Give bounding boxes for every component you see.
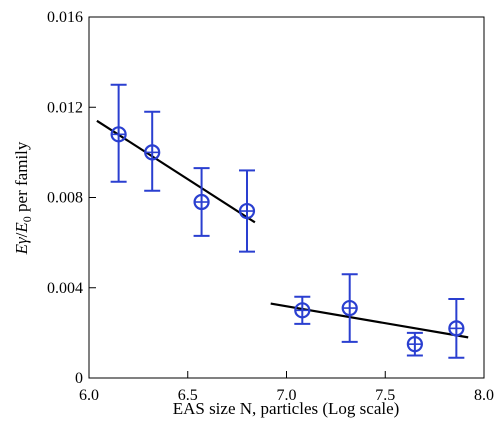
data-point bbox=[406, 331, 423, 357]
data-point bbox=[144, 110, 161, 192]
x-tick-label: 6.5 bbox=[178, 387, 198, 404]
x-tick-label: 6.0 bbox=[79, 387, 99, 404]
x-tick-label: 7.0 bbox=[277, 387, 297, 404]
y-tick-label: 0 bbox=[75, 370, 83, 387]
x-axis: 6.0 6.5 7.0 7.5 8.0 bbox=[79, 371, 494, 404]
data-point bbox=[193, 167, 210, 237]
y-tick-label: 0.016 bbox=[47, 9, 83, 26]
data-point bbox=[238, 169, 256, 253]
fit-line bbox=[96, 119, 256, 224]
data-point bbox=[294, 295, 311, 325]
y-tick-label: 0.008 bbox=[47, 190, 83, 207]
plot-frame bbox=[88, 16, 485, 379]
y-tick-label: 0.004 bbox=[47, 280, 83, 297]
data-points bbox=[110, 83, 465, 359]
x-tick-label: 8.0 bbox=[474, 387, 494, 404]
y-axis: 0 0.004 0.008 0.012 0.016 bbox=[47, 9, 96, 387]
data-point bbox=[341, 273, 358, 343]
fit-lines bbox=[96, 119, 469, 339]
fit-line bbox=[270, 302, 469, 339]
y-tick-label: 0.012 bbox=[47, 99, 83, 116]
x-axis-title: EAS size N, particles (Log scale) bbox=[173, 399, 400, 418]
data-point bbox=[110, 83, 127, 183]
y-axis-title: Eγ/E0 per family bbox=[12, 141, 34, 255]
x-tick-label: 7.5 bbox=[375, 387, 395, 404]
data-point bbox=[448, 298, 465, 359]
